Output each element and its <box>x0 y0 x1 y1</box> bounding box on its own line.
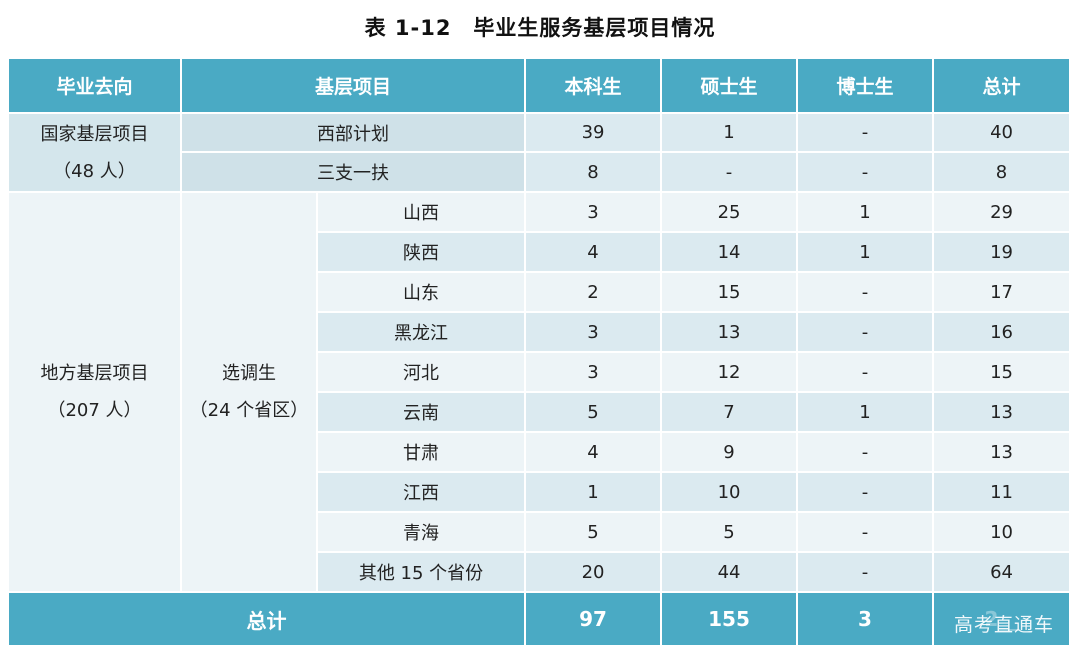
footer-bachelor: 97 <box>526 593 663 647</box>
master-cell: 7 <box>662 393 799 433</box>
doctor-cell: 1 <box>798 233 935 273</box>
bachelor-cell: 4 <box>526 433 663 473</box>
footer-label: 总计 <box>9 593 527 647</box>
master-cell: 1 <box>662 114 799 153</box>
total-cell: 40 <box>934 114 1072 153</box>
table-row: 陕西 4 14 1 19 <box>9 233 1072 273</box>
master-cell: 9 <box>662 433 799 473</box>
doctor-cell: 1 <box>798 193 935 233</box>
bachelor-cell: 5 <box>526 393 663 433</box>
project-cell: 西部计划 <box>182 114 527 153</box>
subcategory-xuandiao: 选调生 （24 个省区） <box>182 193 318 593</box>
bachelor-cell: 3 <box>526 353 663 393</box>
region-cell: 山东 <box>318 273 527 313</box>
doctor-cell: - <box>798 473 935 513</box>
table-row: 河北 3 12 - 15 <box>9 353 1072 393</box>
master-cell: 14 <box>662 233 799 273</box>
table-row: 青海 5 5 - 10 <box>9 513 1072 553</box>
table-title: 表 1-12 毕业生服务基层项目情况 <box>364 16 716 40</box>
category-national-count: （48 人） <box>53 160 136 182</box>
total-cell: 64 <box>934 553 1072 593</box>
table-row: 山东 2 15 - 17 <box>9 273 1072 313</box>
graduates-grassroots-table: 毕业去向 基层项目 本科生 硕士生 博士生 总计 国家基层项目 （48 人） 西… <box>9 59 1072 647</box>
footer-total: 2__ <box>934 593 1072 647</box>
footer-total-row: 总计 97 155 3 2__ <box>9 593 1072 647</box>
bachelor-cell: 1 <box>526 473 663 513</box>
table-row: 江西 1 10 - 11 <box>9 473 1072 513</box>
doctor-cell: - <box>798 313 935 353</box>
bachelor-cell: 8 <box>526 153 663 193</box>
total-cell: 11 <box>934 473 1072 513</box>
bachelor-cell: 3 <box>526 313 663 353</box>
bachelor-cell: 3 <box>526 193 663 233</box>
master-cell: 13 <box>662 313 799 353</box>
table-row: 其他 15 个省份 20 44 - 64 <box>9 553 1072 593</box>
total-cell: 17 <box>934 273 1072 313</box>
total-cell: 13 <box>934 393 1072 433</box>
bachelor-cell: 2 <box>526 273 663 313</box>
total-cell: 19 <box>934 233 1072 273</box>
master-cell: 5 <box>662 513 799 553</box>
region-cell: 云南 <box>318 393 527 433</box>
table-row: 甘肃 4 9 - 13 <box>9 433 1072 473</box>
header-project: 基层项目 <box>182 59 527 114</box>
doctor-cell: - <box>798 433 935 473</box>
region-cell: 其他 15 个省份 <box>318 553 527 593</box>
doctor-cell: - <box>798 513 935 553</box>
master-cell: 12 <box>662 353 799 393</box>
bachelor-cell: 39 <box>526 114 663 153</box>
doctor-cell: - <box>798 153 935 193</box>
header-total: 总计 <box>934 59 1072 114</box>
bachelor-cell: 5 <box>526 513 663 553</box>
region-cell: 陕西 <box>318 233 527 273</box>
project-cell: 三支一扶 <box>182 153 527 193</box>
footer-master: 155 <box>662 593 799 647</box>
master-cell: 15 <box>662 273 799 313</box>
table-row: 三支一扶 8 - - 8 <box>9 153 1072 193</box>
total-cell: 15 <box>934 353 1072 393</box>
category-national: 国家基层项目 （48 人） <box>9 114 182 193</box>
category-local-label: 地方基层项目 <box>40 363 149 384</box>
footer-doctor: 3 <box>798 593 935 647</box>
doctor-cell: - <box>798 353 935 393</box>
bachelor-cell: 20 <box>526 553 663 593</box>
region-cell: 江西 <box>318 473 527 513</box>
doctor-cell: - <box>798 114 935 153</box>
total-cell: 8 <box>934 153 1072 193</box>
master-cell: 44 <box>662 553 799 593</box>
bachelor-cell: 4 <box>526 233 663 273</box>
category-local-count: （207 人） <box>47 400 142 421</box>
subcategory-count: （24 个省区） <box>189 400 309 421</box>
table-row: 地方基层项目 （207 人） 选调生 （24 个省区） 山西 3 25 1 29 <box>9 193 1072 593</box>
doctor-cell: - <box>798 273 935 313</box>
doctor-cell: 1 <box>798 393 935 433</box>
table-row: 黑龙江 3 13 - 16 <box>9 313 1072 353</box>
table-row: 云南 5 7 1 13 <box>9 393 1072 433</box>
header-row: 毕业去向 基层项目 本科生 硕士生 博士生 总计 <box>9 59 1072 114</box>
region-cell: 黑龙江 <box>318 313 527 353</box>
header-doctor: 博士生 <box>798 59 935 114</box>
master-cell: 25 <box>662 193 799 233</box>
region-cell: 河北 <box>318 353 527 393</box>
header-master: 硕士生 <box>662 59 799 114</box>
subcategory-label: 选调生 <box>222 363 276 384</box>
total-cell: 13 <box>934 433 1072 473</box>
region-cell: 山西 <box>318 193 527 233</box>
table-row: 国家基层项目 （48 人） 西部计划 39 1 - 40 <box>9 114 1072 193</box>
master-cell: - <box>662 153 799 193</box>
category-national-label: 国家基层项目 <box>40 123 149 145</box>
total-cell: 10 <box>934 513 1072 553</box>
region-cell: 青海 <box>318 513 527 553</box>
header-bachelor: 本科生 <box>526 59 663 114</box>
header-destination: 毕业去向 <box>9 59 182 114</box>
category-local: 地方基层项目 （207 人） <box>9 193 182 593</box>
watermark: 高考直通车 <box>953 614 1054 636</box>
total-cell: 16 <box>934 313 1072 353</box>
region-cell: 甘肃 <box>318 433 527 473</box>
master-cell: 10 <box>662 473 799 513</box>
doctor-cell: - <box>798 553 935 593</box>
total-cell: 29 <box>934 193 1072 233</box>
